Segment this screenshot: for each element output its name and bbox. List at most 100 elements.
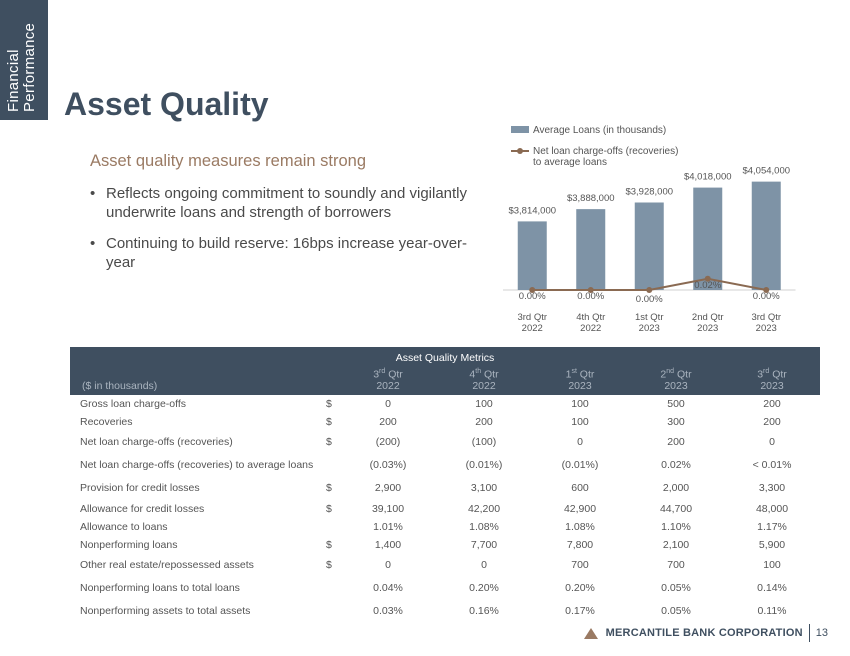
table-cell: 44,700	[659, 502, 693, 515]
chargeoff-point	[529, 287, 536, 293]
table-cell: 100	[475, 397, 493, 410]
table-cell: 700	[667, 559, 685, 571]
row-label: Recoveries	[80, 415, 133, 428]
col-year: 2023	[760, 379, 784, 392]
chargeoff-point	[587, 287, 594, 293]
loan-bar	[576, 209, 606, 290]
bar-value-label: $3,814,000	[508, 205, 556, 216]
table-cell: 1.10%	[661, 520, 691, 533]
table-row: Provision for credit losses $2,900 3,100 60…	[70, 477, 820, 500]
page-subtitle: Asset quality measures remain strong	[90, 152, 367, 170]
company-name: MERCANTILE BANK CORPORATION	[605, 627, 803, 639]
bar-value-label: $4,054,000	[742, 166, 790, 177]
row-label: Nonperforming loans to total loans	[80, 582, 240, 594]
table-cell: (200)	[375, 436, 401, 448]
x-tick-label: 2023	[756, 323, 777, 334]
bullet-dot-icon: •	[90, 235, 96, 252]
table-cell: 0	[385, 559, 391, 571]
row-currency-sign: $	[326, 502, 332, 515]
bar-value-label: $4,018,000	[684, 172, 732, 183]
x-tick-label: 2023	[639, 323, 660, 334]
col-quarter-label: Qtr	[674, 368, 692, 381]
row-currency-sign: $	[326, 415, 332, 428]
bullet-text: Reflects ongoing commitment to soundly a…	[106, 185, 468, 221]
table-cell: 0.02%	[661, 459, 691, 471]
table-cell: 0	[769, 436, 775, 448]
row-label: Gross loan charge-offs	[80, 397, 187, 410]
col-year: 2022	[472, 379, 496, 392]
table-cell: 0.17%	[565, 605, 595, 617]
col-quarter-label: Qtr	[385, 368, 403, 381]
table-cell: 0	[385, 397, 391, 410]
col-quarter-num: 4	[469, 368, 476, 381]
table-col-header: 3rd Qtr 2022	[340, 366, 436, 395]
table-row: Net loan charge-offs (recoveries) to ave…	[70, 454, 820, 477]
legend-line-label: Net loan charge-offs (recoveries) to aver…	[533, 146, 678, 168]
col-quarter-num: 2	[660, 368, 667, 381]
table-cell: 2,000	[662, 482, 690, 494]
table-row: Nonperforming loans $1,400 7,700 7,800 2,100…	[70, 536, 820, 554]
bar-value-label: $3,888,000	[567, 193, 615, 204]
line-value-label: 0.00%	[519, 291, 546, 302]
chargeoff-point	[646, 287, 653, 293]
table-cell: 39,100	[371, 502, 405, 515]
table-units: ($ in thousands)	[70, 366, 326, 395]
table-cell: 1.01%	[373, 520, 403, 533]
table-cell: 0.11%	[757, 605, 787, 617]
x-tick-label: 4th Qtr	[576, 312, 605, 323]
table-cell: (0.01%)	[561, 459, 599, 471]
col-quarter-label: Qtr	[576, 368, 595, 381]
table-cell: 2,900	[374, 482, 402, 494]
table-row: Other real estate/repossessed assets $0 0 7…	[70, 554, 820, 577]
table-cell: 1.08%	[565, 520, 595, 533]
col-year: 2023	[568, 379, 592, 392]
loan-bar	[751, 181, 781, 290]
row-currency-sign	[326, 518, 340, 536]
dollar-col-header	[326, 366, 340, 395]
table-col-header: 1st Qtr 2023	[532, 366, 628, 395]
table-cell: 700	[571, 559, 589, 571]
col-quarter-suffix: nd	[666, 368, 675, 375]
bullet-dot-icon: •	[90, 185, 96, 202]
bullet-item: • Continuing to build reserve: 16bps inc…	[90, 234, 480, 272]
legend-line-marker	[517, 148, 523, 154]
table-cell: (0.01%)	[465, 459, 503, 471]
row-label: Allowance for credit losses	[80, 502, 205, 515]
row-currency-sign	[326, 454, 340, 477]
col-quarter-num: 3	[373, 368, 380, 381]
line-value-label: 0.02%	[694, 280, 721, 291]
bullet-text: Continuing to build reserve: 16bps incre…	[106, 235, 468, 271]
x-tick-label: 2022	[580, 323, 601, 334]
table-cell: 5,900	[758, 538, 786, 551]
table-cell: 7,700	[470, 538, 498, 551]
asset-quality-table: Asset Quality Metrics ($ in thousands) 3…	[70, 347, 820, 623]
row-currency-sign: $	[326, 559, 332, 571]
table-title: Asset Quality Metrics	[70, 347, 820, 366]
company-logo-icon	[583, 627, 598, 639]
row-label: Nonperforming assets to total assets	[80, 605, 251, 617]
row-label: Other real estate/repossessed assets	[80, 559, 254, 571]
line-value-label: 0.00%	[577, 291, 604, 302]
row-currency-sign: $	[326, 538, 332, 551]
col-quarter-suffix: th	[475, 368, 482, 375]
table-cell: 300	[667, 415, 685, 428]
section-tab-label: Financial Performance	[5, 22, 38, 112]
row-label: Provision for credit losses	[80, 482, 200, 494]
table-cell: 200	[763, 415, 781, 428]
col-quarter-num: 3	[757, 368, 764, 381]
col-quarter-suffix: st	[571, 368, 577, 375]
col-quarter-label: Qtr	[481, 368, 499, 381]
x-tick-label: 1st Qtr	[635, 312, 664, 323]
col-year: 2023	[664, 379, 688, 392]
bar-value-label: $3,928,000	[625, 187, 673, 198]
footer-divider	[808, 624, 810, 642]
line-value-label: 0.00%	[636, 294, 663, 305]
table-cell: 0.14%	[757, 582, 787, 594]
footer: MERCANTILE BANK CORPORATION 13	[583, 624, 828, 642]
legend-bars-label: Average Loans (in thousands)	[533, 125, 666, 136]
bullet-list: • Reflects ongoing commitment to soundly…	[90, 184, 480, 284]
table-cell: 2,100	[662, 538, 690, 551]
table-row: Net loan charge-offs (recoveries) $ (200) (…	[70, 431, 820, 454]
col-year: 2022	[376, 379, 400, 392]
table-cell: 100	[571, 415, 589, 428]
